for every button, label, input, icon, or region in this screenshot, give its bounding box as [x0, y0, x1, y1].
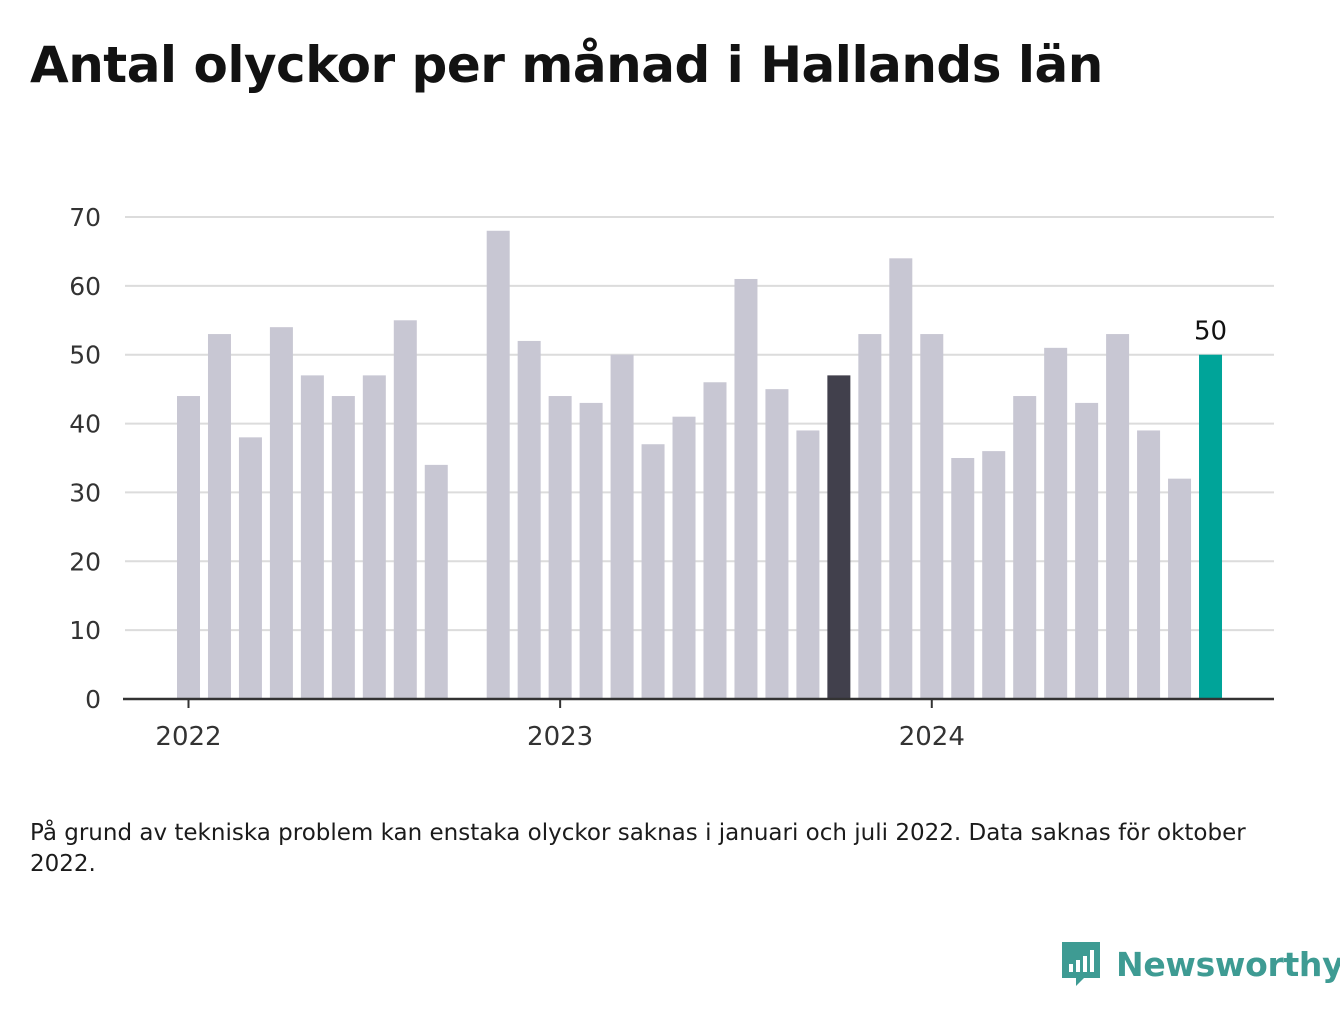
bar-2022-11 — [486, 230, 510, 699]
bar-2022-02 — [207, 334, 231, 699]
chart-title: Antal olyckor per månad i Hallands län — [30, 36, 1103, 94]
bar-2023-06 — [703, 382, 727, 699]
bar-2022-12 — [517, 340, 541, 699]
x-tick-label: 2022 — [155, 722, 221, 752]
bar-2024-04 — [1013, 396, 1037, 699]
y-tick-label: 60 — [69, 272, 101, 301]
footnote: På grund av tekniska problem kan enstaka… — [30, 820, 1246, 877]
bar-2023-01 — [548, 396, 572, 699]
brand-logo: Newsworthy — [1060, 940, 1340, 988]
bar-2022-09 — [424, 464, 448, 699]
y-tick-label: 70 — [69, 203, 101, 232]
x-tick-label: 2023 — [527, 722, 593, 752]
bar-2023-09 — [796, 430, 820, 699]
bar-2024-02 — [951, 458, 975, 699]
bar-2022-06 — [331, 396, 355, 699]
bar-2024-05 — [1044, 347, 1068, 699]
newsworthy-logo-icon — [1062, 942, 1100, 986]
bar-2023-03 — [610, 354, 634, 699]
bar-2023-12 — [889, 258, 913, 699]
bar-2022-05 — [300, 375, 324, 699]
y-tick-label: 10 — [69, 616, 101, 645]
bar-2024-06 — [1075, 402, 1099, 699]
bar-2024-09 — [1168, 478, 1192, 699]
gridlines — [125, 216, 1274, 632]
x-axis: 2022 2023 2024 — [123, 697, 1274, 752]
bars — [177, 230, 1223, 699]
bar-2023-08 — [765, 389, 789, 699]
x-tick-label: 2024 — [899, 722, 965, 752]
data-labels: 50 — [1194, 317, 1227, 347]
bar-2023-05 — [672, 416, 696, 699]
bar-2022-07 — [362, 375, 386, 699]
bar-2023-10 — [827, 375, 851, 699]
y-tick-label: 0 — [85, 685, 101, 714]
bar-2024-07 — [1106, 334, 1130, 699]
y-tick-label: 50 — [69, 341, 101, 370]
bar-2024-10 — [1199, 354, 1223, 699]
bar-2022-03 — [238, 437, 262, 699]
bar-2022-04 — [269, 327, 293, 699]
y-axis: 0 10 20 30 40 50 60 70 — [69, 203, 101, 714]
bar-2023-07 — [734, 278, 758, 699]
data-label: 50 — [1194, 317, 1227, 347]
bar-2022-08 — [393, 320, 417, 699]
bar-2023-04 — [641, 444, 665, 699]
brand-name: Newsworthy — [1116, 944, 1340, 984]
bar-chart: 50 2022 2023 2024 0 10 20 30 40 50 60 70 — [69, 203, 1274, 752]
bar-2024-08 — [1137, 430, 1161, 699]
bar-2023-02 — [579, 402, 603, 699]
bar-2024-01 — [920, 334, 944, 699]
y-tick-label: 20 — [69, 547, 101, 576]
bar-2023-11 — [858, 334, 882, 699]
y-tick-label: 30 — [69, 478, 101, 507]
bar-2024-03 — [982, 451, 1006, 699]
bar-2022-01 — [177, 396, 200, 699]
y-tick-label: 40 — [69, 410, 101, 439]
